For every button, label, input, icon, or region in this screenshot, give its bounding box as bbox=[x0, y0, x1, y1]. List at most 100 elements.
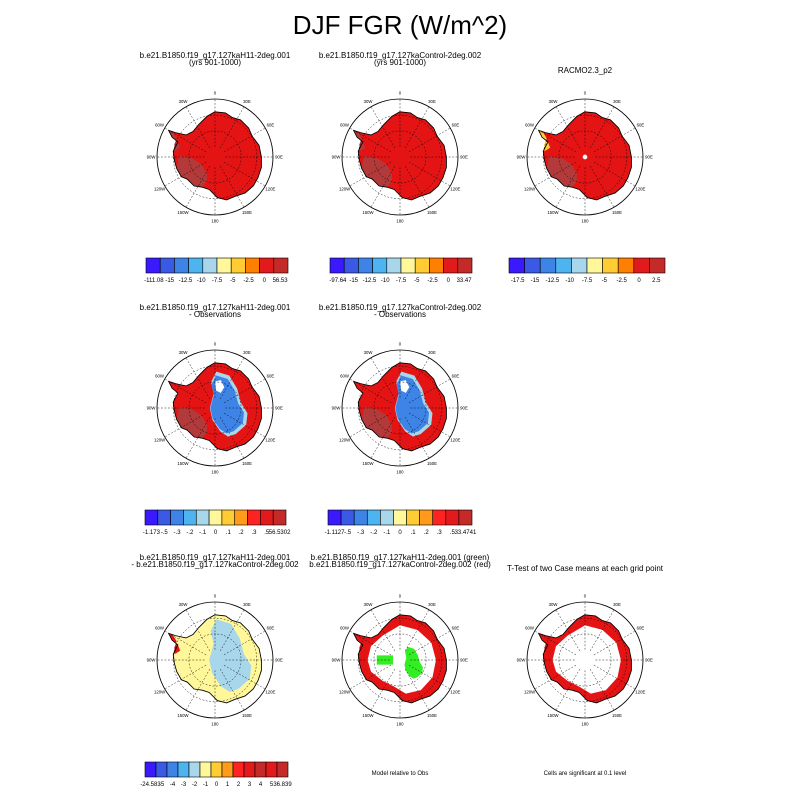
colorbar-swatch bbox=[188, 257, 204, 274]
lon-label: 150W bbox=[362, 210, 374, 215]
colorbar-swatch bbox=[458, 509, 473, 526]
lon-label: 0 bbox=[399, 594, 402, 599]
lon-label: 120E bbox=[635, 187, 645, 192]
meridian-line bbox=[185, 106, 210, 149]
colorbar-swatch bbox=[649, 257, 666, 274]
meridian-line bbox=[408, 162, 451, 187]
colorbar-tick-label: -.2 bbox=[370, 530, 378, 536]
panel-subtitle: - Observations bbox=[189, 310, 241, 319]
colorbar-swatch bbox=[245, 257, 260, 274]
meridian-line bbox=[220, 106, 245, 149]
meridian-line bbox=[408, 630, 451, 655]
colorbar-tick-label: -2.5 bbox=[616, 278, 627, 284]
figure-title: DJF FGR (W/m^2) bbox=[293, 10, 507, 40]
meridian-line bbox=[370, 668, 395, 711]
lon-label: 30E bbox=[428, 602, 436, 607]
panel-title: b.e21.B1850.f19_g17.127kaH11-2deg.001 (g… bbox=[311, 553, 490, 562]
latitude-circle bbox=[373, 130, 427, 184]
lon-label: 90E bbox=[645, 658, 653, 663]
colorbar-swatch bbox=[429, 257, 444, 274]
meridian-line bbox=[370, 165, 395, 208]
colorbar-tick-label: -2.5 bbox=[243, 278, 254, 284]
colorbar-tick-label: 2 bbox=[237, 782, 241, 788]
colorbar-swatch bbox=[234, 509, 248, 526]
meridian-line bbox=[555, 609, 580, 652]
meridian-line bbox=[408, 413, 451, 438]
map-panel-6: b.e21.B1850.f19_g17.127kaH11-2deg.001- b… bbox=[131, 553, 299, 788]
meridian-line bbox=[164, 162, 207, 187]
lon-label: 150W bbox=[547, 210, 559, 215]
lon-label: 120W bbox=[339, 187, 351, 192]
colorbar-swatch bbox=[366, 509, 381, 526]
colorbar-swatch bbox=[230, 257, 246, 274]
graticule bbox=[156, 98, 274, 216]
lon-label: 30W bbox=[179, 350, 189, 355]
colorbar-swatch bbox=[210, 761, 223, 778]
colorbar-tick-label: 0 bbox=[263, 278, 267, 284]
meridian-line bbox=[223, 665, 266, 690]
meridian-line bbox=[590, 609, 615, 652]
colorbar-tick-label: 1 bbox=[226, 782, 230, 788]
colorbar-tick-label: 33.4741 bbox=[455, 530, 477, 536]
meridian-line bbox=[405, 357, 430, 400]
colorbar-swatch bbox=[633, 257, 650, 274]
colorbar-swatch bbox=[174, 257, 189, 274]
colorbar-tick-label: 3 bbox=[248, 782, 252, 788]
colorbar-swatch bbox=[272, 509, 287, 526]
colorbar-tick-label: 4 bbox=[259, 782, 263, 788]
colorbar-swatch bbox=[144, 509, 159, 526]
graticule bbox=[341, 601, 459, 719]
colorbar-swatch bbox=[406, 509, 420, 526]
lon-label: 30W bbox=[549, 99, 559, 104]
graticule bbox=[156, 349, 274, 467]
colorbar-tick-label: -1.173 bbox=[143, 530, 161, 536]
colorbar-tick-label: -12.5 bbox=[545, 278, 559, 284]
meridian-line bbox=[220, 668, 245, 711]
colorbar-swatch bbox=[571, 257, 588, 274]
colorbar-tick-label: .5 bbox=[450, 530, 456, 536]
colorbar: -24.583-5 -4 -3 -2 -1 0 1 2 3 4 5 36.839 bbox=[140, 761, 292, 788]
lon-label: 150E bbox=[427, 713, 437, 718]
lon-label: 120E bbox=[265, 690, 275, 695]
meridian-line bbox=[185, 609, 210, 652]
colorbar-swatch bbox=[195, 509, 210, 526]
colorbar-swatch bbox=[145, 257, 161, 274]
lon-label: 60W bbox=[525, 123, 535, 128]
lon-label: 90E bbox=[460, 406, 468, 411]
lon-label: 0 bbox=[399, 342, 402, 347]
colorbar-swatch bbox=[170, 509, 184, 526]
colorbar-swatch bbox=[343, 257, 359, 274]
latitude-circle bbox=[156, 349, 274, 467]
graticule bbox=[341, 349, 459, 467]
lon-label: 120W bbox=[339, 438, 351, 443]
colorbar-tick-label: -7.5 bbox=[396, 278, 407, 284]
lon-label: 90E bbox=[275, 406, 283, 411]
colorbar-tick-label: -.3 bbox=[357, 530, 365, 536]
meridian-line bbox=[370, 416, 395, 459]
meridian-line bbox=[223, 378, 266, 403]
latitude-circle bbox=[341, 601, 459, 719]
graticule bbox=[156, 601, 274, 719]
lon-label: 30E bbox=[428, 350, 436, 355]
lon-label: 120E bbox=[635, 690, 645, 695]
lon-label: 60W bbox=[525, 626, 535, 631]
colorbar-swatch bbox=[445, 509, 460, 526]
colorbar-swatch bbox=[188, 761, 201, 778]
meridian-line bbox=[408, 665, 451, 690]
lon-label: 60E bbox=[452, 626, 460, 631]
graticule bbox=[526, 601, 644, 719]
meridian-line bbox=[223, 127, 266, 152]
panel-title: b.e21.B1850.f19_g17.127kaControl-2deg.00… bbox=[319, 51, 482, 60]
lon-label: 120W bbox=[154, 187, 166, 192]
colorbar-swatch bbox=[157, 509, 171, 526]
colorbar-swatch bbox=[524, 257, 541, 274]
panel-footnote: Model relative to Obs bbox=[372, 771, 429, 777]
map-panel-2: b.e21.B1850.f19_g17.127kaControl-2deg.00… bbox=[319, 51, 482, 284]
colorbar-swatch bbox=[443, 257, 459, 274]
colorbar-swatch bbox=[414, 257, 430, 274]
lon-label: 90W bbox=[147, 155, 157, 160]
colorbar-tick-label: .2 bbox=[239, 530, 245, 536]
lon-label: 90W bbox=[332, 155, 342, 160]
meridian-line bbox=[220, 609, 245, 652]
meridian-line bbox=[534, 127, 577, 152]
